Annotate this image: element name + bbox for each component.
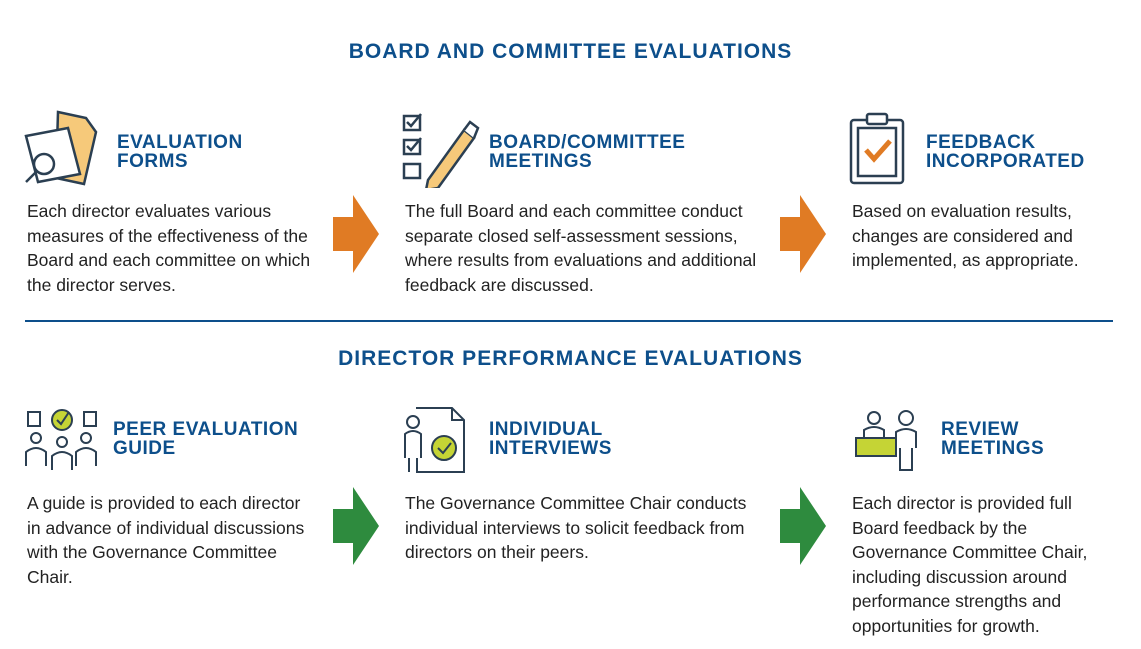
step-heading: BOARD/COMMITTEE MEETINGS: [489, 132, 686, 172]
arrow-right-icon: [333, 487, 379, 565]
arrow-right-icon: [333, 195, 379, 273]
evaluation-forms-icon: [24, 110, 98, 186]
step-text: A guide is provided to each director in …: [27, 493, 305, 587]
section-title-director: DIRECTOR PERFORMANCE EVALUATIONS: [338, 347, 803, 370]
arrow-right-icon: [780, 195, 826, 273]
step-text: Each director evaluates various measures…: [27, 201, 311, 295]
section-divider: [25, 320, 1113, 322]
review-meeting-icon: [855, 410, 917, 471]
checklist-pen-icon: [402, 113, 480, 188]
section-title-board: BOARD AND COMMITTEE EVALUATIONS: [348, 40, 793, 63]
step-heading: REVIEW MEETINGS: [941, 419, 1045, 459]
step-heading: PEER EVALUATION GUIDE: [113, 419, 299, 459]
step-text: The full Board and each committee conduc…: [405, 201, 757, 295]
step-heading: INDIVIDUAL INTERVIEWS: [489, 419, 612, 459]
interview-icon: [404, 407, 465, 473]
step-heading: EVALUATION FORMS: [117, 132, 243, 172]
arrow-right-icon: [780, 487, 826, 565]
clipboard-check-icon: [849, 112, 905, 185]
step-text: Based on evaluation results, changes are…: [852, 201, 1079, 270]
step-text: Each director is provided full Board fee…: [852, 493, 1088, 636]
peer-group-icon: [25, 409, 97, 470]
step-text: The Governance Committee Chair conducts …: [405, 493, 747, 562]
step-heading: FEEDBACK INCORPORATED: [926, 132, 1085, 172]
